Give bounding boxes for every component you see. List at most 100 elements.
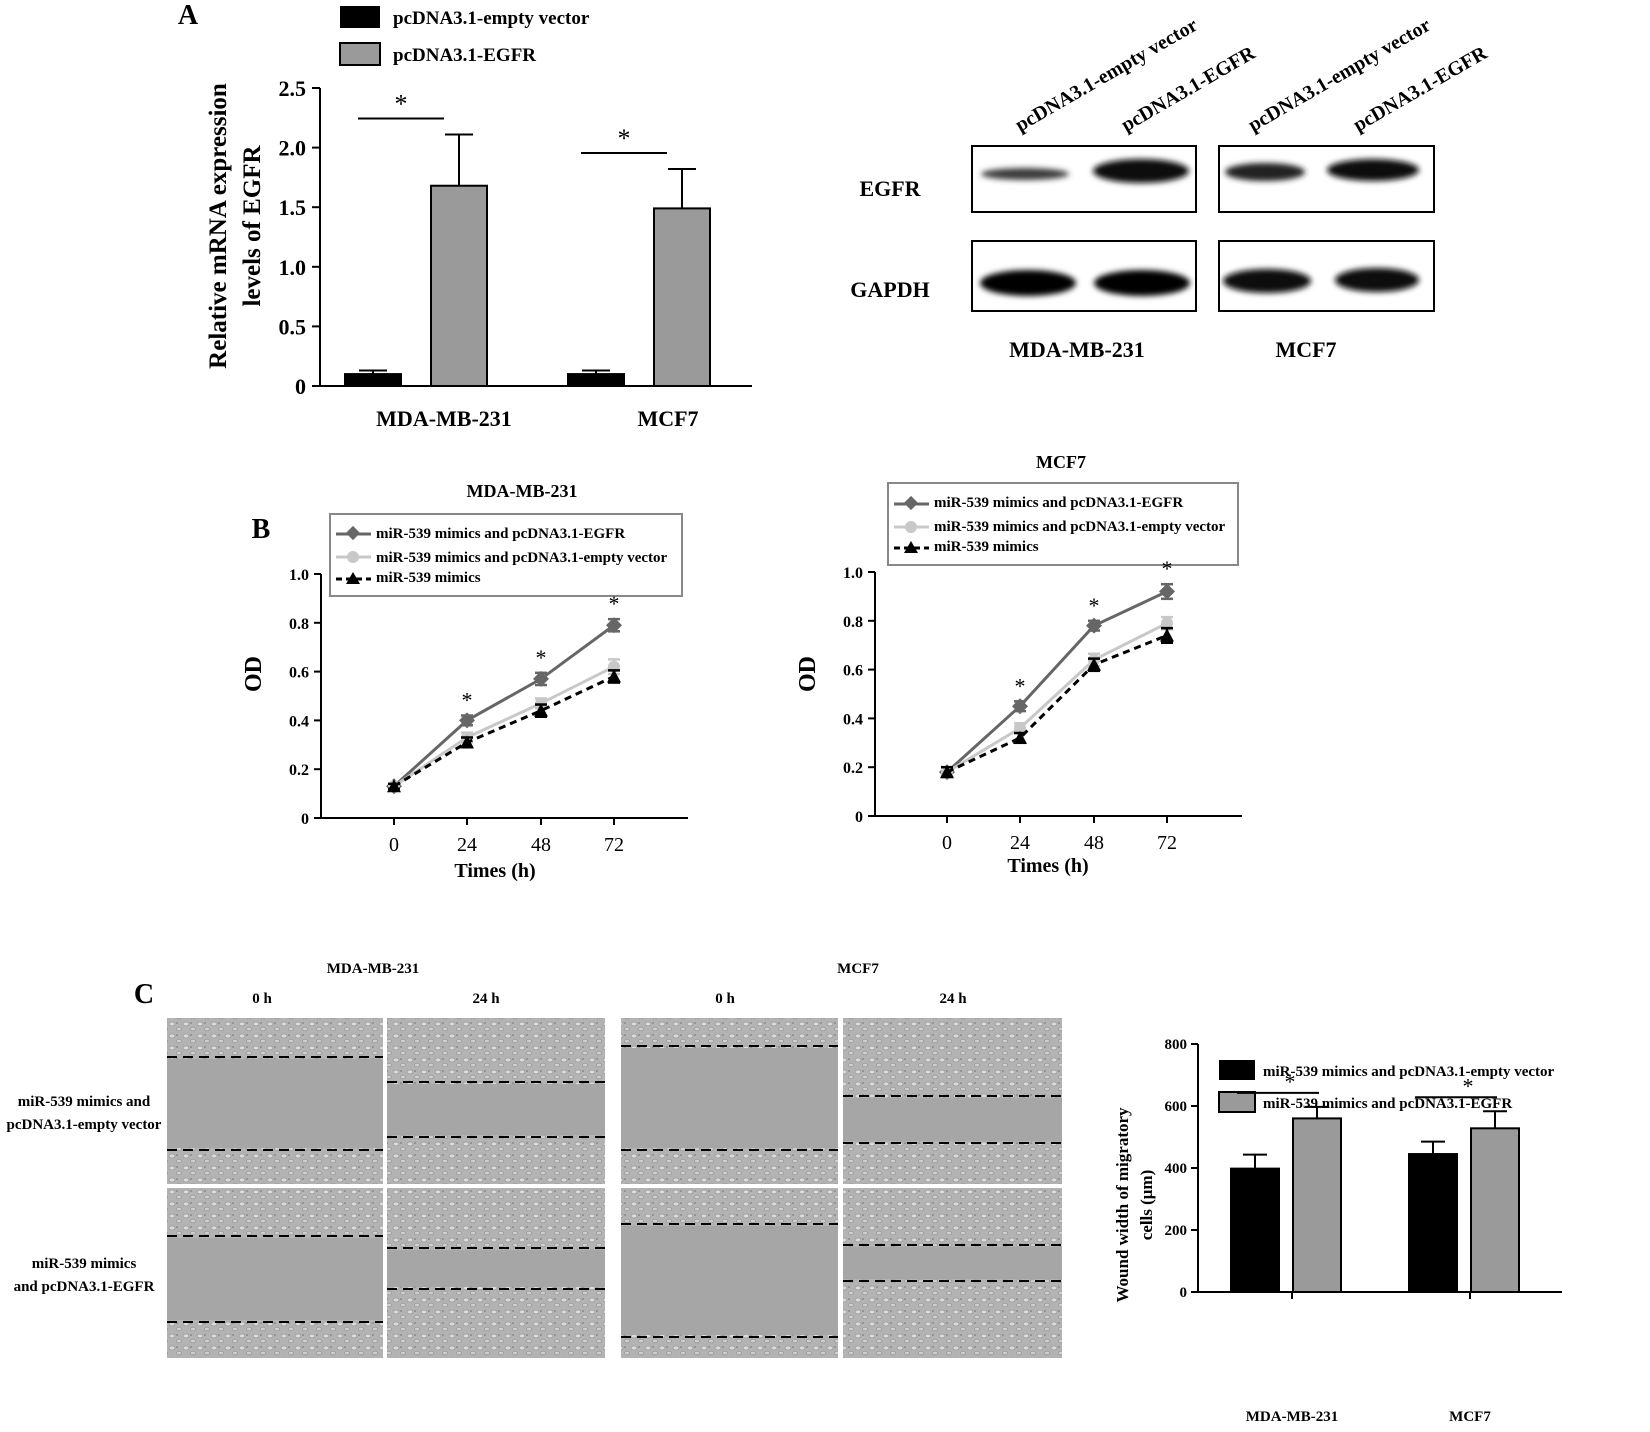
panel-b-mda-legend: miR-539 mimics and pcDNA3.1-EGFR miR-539… bbox=[329, 513, 683, 597]
legend-box bbox=[329, 513, 683, 597]
bar bbox=[567, 373, 625, 387]
y-tick-label: 0.5 bbox=[279, 314, 307, 339]
panel-c-group-title-mda: MDA-MB-231 bbox=[327, 961, 419, 977]
panel-c-time-label-2: 24 h bbox=[472, 991, 500, 1007]
significance-star: * bbox=[1463, 1073, 1474, 1098]
blot-group-label-mda: MDA-MB-231 bbox=[1009, 337, 1145, 362]
wound-gap bbox=[843, 1098, 1062, 1141]
data-point bbox=[459, 712, 475, 729]
panel-c-time-label-4: 24 h bbox=[939, 991, 967, 1007]
legend-label-empty: miR-539 mimics and pcDNA3.1-empty vector bbox=[376, 550, 668, 566]
y-tick-label: 2.0 bbox=[279, 136, 307, 161]
wound-gap bbox=[387, 1084, 605, 1135]
panel-a-category-mda: MDA-MB-231 bbox=[376, 406, 512, 431]
significance-star: * bbox=[1089, 593, 1100, 618]
data-point bbox=[1012, 698, 1028, 715]
blot-lane-label-1: pcDNA3.1-empty vector bbox=[1012, 14, 1202, 136]
panel-label-a: A bbox=[178, 0, 199, 31]
legend-label-empty: miR-539 mimics and pcDNA3.1-empty vector bbox=[934, 519, 1226, 535]
panel-b-mda-x-label: Times (h) bbox=[454, 860, 535, 882]
panel-a-y-label-line1: Relative mRNA expression bbox=[205, 83, 232, 369]
panel-b-mda-title: MDA-MB-231 bbox=[467, 481, 578, 501]
x-tick-label: 72 bbox=[604, 834, 624, 856]
blot-lane-label-3: pcDNA3.1-empty vector bbox=[1245, 14, 1435, 136]
bar bbox=[1470, 1127, 1520, 1293]
x-tick-label: 0 bbox=[942, 832, 952, 854]
wound-gap bbox=[621, 1048, 838, 1148]
panel-c-y-label-line2: cells (μm) bbox=[1137, 1170, 1156, 1241]
x-tick-label: 0 bbox=[389, 834, 399, 856]
significance-star: * bbox=[536, 645, 547, 670]
series-line bbox=[946, 634, 1168, 774]
data-point bbox=[607, 669, 621, 683]
data-point bbox=[940, 765, 954, 779]
legend-swatch-egfr bbox=[1218, 1091, 1256, 1113]
data-point bbox=[1086, 617, 1102, 634]
y-tick-label: 0 bbox=[295, 374, 306, 399]
panel-b-mcf7-legend: miR-539 mimics and pcDNA3.1-EGFR miR-539… bbox=[887, 482, 1239, 566]
y-tick-label: 1.0 bbox=[289, 567, 309, 584]
blot-band-gapdh-1 bbox=[980, 270, 1076, 296]
y-tick-label: 2.5 bbox=[279, 76, 307, 101]
blot-band-gapdh-3 bbox=[1223, 269, 1311, 293]
x-tick-label: 24 bbox=[457, 834, 477, 856]
y-tick-label: 0 bbox=[1180, 1285, 1188, 1301]
data-point bbox=[1161, 617, 1173, 630]
legend-box bbox=[887, 482, 1239, 566]
bar bbox=[1292, 1117, 1342, 1294]
data-point bbox=[606, 617, 622, 634]
data-point bbox=[1160, 628, 1174, 642]
y-tick-label: 0.2 bbox=[289, 762, 309, 779]
wound-gap bbox=[167, 1059, 383, 1148]
panel-b-mda-y-label: OD bbox=[241, 656, 267, 692]
significance-star: * bbox=[609, 591, 620, 616]
significance-star: * bbox=[618, 124, 631, 153]
panel-c-row-label-1a: miR-539 mimics and bbox=[18, 1094, 151, 1110]
wound-gap bbox=[621, 1226, 838, 1335]
blot-band-egfr-4 bbox=[1327, 159, 1419, 181]
significance-star: * bbox=[1162, 556, 1173, 581]
y-tick-label: 0.8 bbox=[289, 616, 309, 633]
wound-gap bbox=[387, 1250, 605, 1287]
y-tick-label: 400 bbox=[1165, 1161, 1188, 1177]
bar bbox=[1408, 1153, 1458, 1294]
panel-c-row-label-1b: pcDNA3.1-empty vector bbox=[7, 1117, 162, 1133]
bar bbox=[344, 373, 402, 387]
panel-c-legend: miR-539 mimics and pcDNA3.1-empty vector… bbox=[1218, 1060, 1555, 1113]
panel-c-group-title-mcf7: MCF7 bbox=[837, 961, 879, 977]
y-tick-label: 0.4 bbox=[289, 713, 309, 730]
panel-c-y-label-line1: Wound width of migratory bbox=[1113, 1107, 1132, 1303]
legend-label-egfr: miR-539 mimics and pcDNA3.1-EGFR bbox=[376, 526, 625, 542]
series-line bbox=[392, 624, 615, 788]
legend-marker-empty bbox=[905, 521, 917, 533]
panel-c-row-label-2a: miR-539 mimics bbox=[32, 1256, 137, 1272]
significance-star: * bbox=[1015, 673, 1026, 698]
blot-band-egfr-1 bbox=[981, 168, 1069, 180]
panel-c-wound-images: MDA-MB-231 MCF7 0 h 24 h 0 h 24 h miR-53… bbox=[7, 961, 1062, 1358]
panel-label-c: C bbox=[134, 979, 154, 1010]
series-line bbox=[393, 675, 615, 788]
panel-c-row-label-2b: and pcDNA3.1-EGFR bbox=[14, 1279, 155, 1295]
y-tick-label: 0.8 bbox=[843, 614, 863, 631]
wound-gap bbox=[843, 1247, 1062, 1279]
legend-swatch-egfr bbox=[339, 42, 381, 66]
data-point bbox=[1013, 730, 1027, 744]
legend-marker-empty bbox=[347, 551, 359, 563]
y-tick-label: 0.4 bbox=[843, 711, 863, 728]
panel-b-line-chart-mda: MDA-MB-231 OD Times (h) miR-539 mimics a… bbox=[241, 481, 688, 882]
panel-c-category-mcf7: MCF7 bbox=[1449, 1409, 1491, 1425]
significance-star: * bbox=[395, 89, 408, 118]
legend-label-egfr: miR-539 mimics and pcDNA3.1-EGFR bbox=[934, 495, 1183, 511]
panel-c-category-mda: MDA-MB-231 bbox=[1246, 1409, 1338, 1425]
legend-swatch-empty-vector bbox=[1219, 1060, 1255, 1080]
series-line bbox=[945, 590, 1168, 774]
y-tick-label: 0 bbox=[855, 809, 863, 826]
y-tick-label: 1.0 bbox=[843, 565, 863, 582]
y-tick-label: 200 bbox=[1165, 1223, 1188, 1239]
data-point bbox=[533, 670, 549, 687]
legend-label-mimics: miR-539 mimics bbox=[376, 570, 481, 586]
legend-label-empty-vector: miR-539 mimics and pcDNA3.1-empty vector bbox=[1263, 1064, 1555, 1080]
blot-row-label-gapdh: GAPDH bbox=[850, 277, 929, 302]
data-point bbox=[534, 703, 548, 717]
